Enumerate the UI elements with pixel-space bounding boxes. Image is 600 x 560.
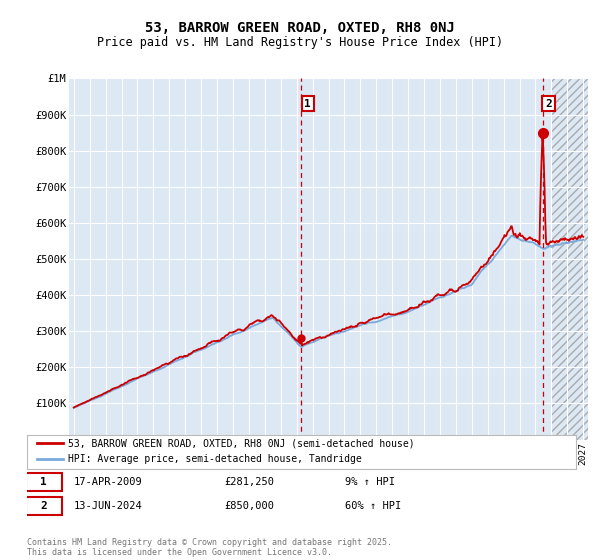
Text: 13-JUN-2024: 13-JUN-2024	[74, 501, 142, 511]
Text: 9% ↑ HPI: 9% ↑ HPI	[346, 477, 395, 487]
Text: Price paid vs. HM Land Registry's House Price Index (HPI): Price paid vs. HM Land Registry's House …	[97, 36, 503, 49]
Text: 60% ↑ HPI: 60% ↑ HPI	[346, 501, 401, 511]
Text: 17-APR-2009: 17-APR-2009	[74, 477, 142, 487]
Text: 53, BARROW GREEN ROAD, OXTED, RH8 0NJ (semi-detached house): 53, BARROW GREEN ROAD, OXTED, RH8 0NJ (s…	[68, 438, 415, 448]
Text: 1: 1	[304, 99, 311, 109]
Text: 2: 2	[545, 99, 552, 109]
Bar	[551, 78, 591, 440]
FancyBboxPatch shape	[26, 497, 62, 515]
Text: HPI: Average price, semi-detached house, Tandridge: HPI: Average price, semi-detached house,…	[68, 454, 362, 464]
Text: £281,250: £281,250	[224, 477, 275, 487]
Text: £850,000: £850,000	[224, 501, 275, 511]
Text: 53, BARROW GREEN ROAD, OXTED, RH8 0NJ: 53, BARROW GREEN ROAD, OXTED, RH8 0NJ	[145, 21, 455, 35]
Text: Contains HM Land Registry data © Crown copyright and database right 2025.
This d: Contains HM Land Registry data © Crown c…	[27, 538, 392, 557]
Text: 1: 1	[40, 477, 47, 487]
FancyBboxPatch shape	[26, 473, 62, 491]
Text: 2: 2	[40, 501, 47, 511]
Bar	[551, 78, 591, 440]
